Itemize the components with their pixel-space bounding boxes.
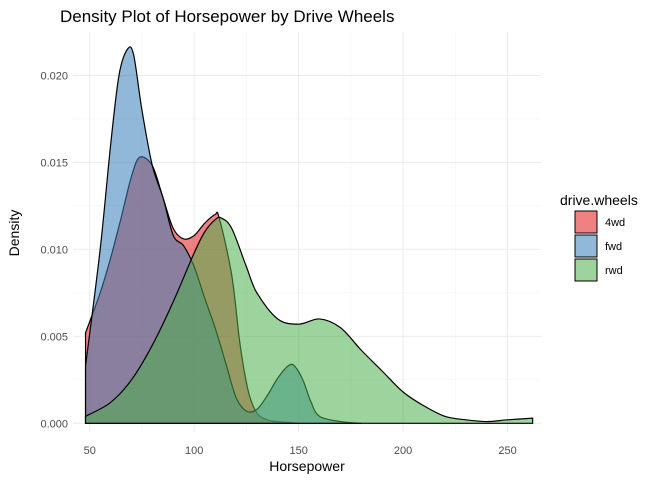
y-tick-label: 0.015 <box>40 157 68 169</box>
legend-title: drive.wheels <box>560 192 638 208</box>
legend-label-4wd: 4wd <box>605 217 625 229</box>
density-areas <box>84 46 534 424</box>
legend: drive.wheels 4wd fwd rwd <box>560 192 638 282</box>
y-tick-label: 0.010 <box>40 244 68 256</box>
x-axis-ticks: 50 100 150 200 250 <box>84 445 517 457</box>
x-tick-label: 250 <box>498 445 516 457</box>
legend-label-rwd: rwd <box>605 265 623 277</box>
chart-title: Density Plot of Horsepower by Drive Whee… <box>60 7 394 26</box>
y-axis-ticks: 0.000 0.005 0.010 0.015 0.020 <box>40 70 68 430</box>
legend-swatch-4wd <box>574 210 598 234</box>
y-tick-label: 0.005 <box>40 331 68 343</box>
x-axis-title: Horsepower <box>269 458 345 474</box>
legend-swatch-rwd <box>574 258 598 282</box>
x-tick-label: 200 <box>394 445 412 457</box>
x-tick-label: 100 <box>185 445 203 457</box>
x-tick-label: 150 <box>289 445 307 457</box>
density-area-rwd <box>84 216 534 424</box>
y-axis-title: Density <box>6 210 22 257</box>
y-tick-label: 0.000 <box>40 418 68 430</box>
y-tick-label: 0.020 <box>40 70 68 82</box>
x-tick-label: 50 <box>84 445 96 457</box>
legend-label-fwd: fwd <box>605 241 622 253</box>
legend-swatch-fwd <box>574 234 598 258</box>
